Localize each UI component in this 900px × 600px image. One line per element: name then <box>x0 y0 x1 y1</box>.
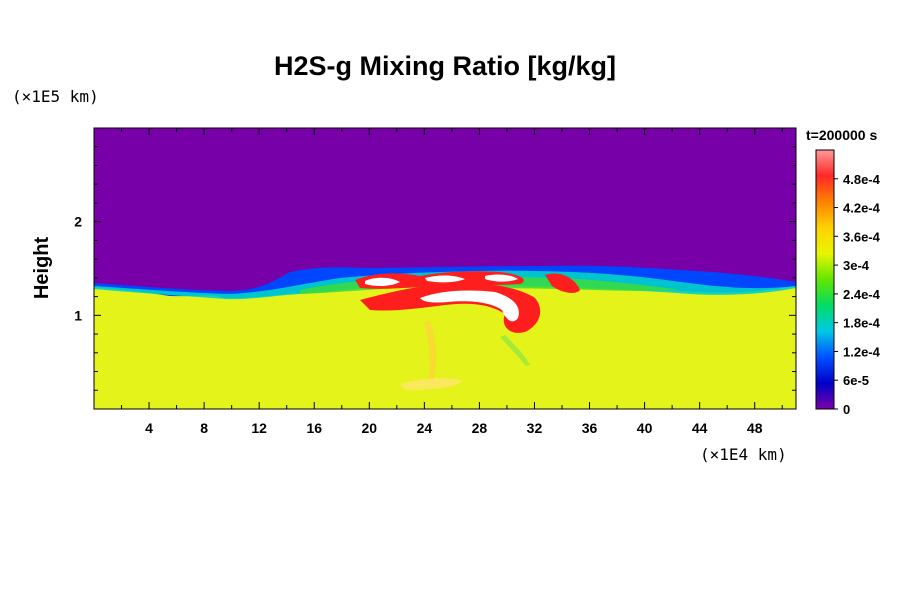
lower-field <box>94 283 796 409</box>
x-axis-unit: (×1E4 km) <box>700 445 787 464</box>
x-tick-label: 8 <box>200 420 208 436</box>
y-ticks: 12 <box>74 146 796 391</box>
y-axis-unit: (×1E5 km) <box>12 87 99 106</box>
colorbar-tick-label: 4.2e-4 <box>843 201 881 216</box>
peak-core-1 <box>420 290 519 322</box>
x-tick-label: 16 <box>306 420 322 436</box>
heatmap-field <box>94 128 796 409</box>
plume-red-right <box>545 273 580 293</box>
colorbar-tick-label: 0 <box>843 402 850 417</box>
colorbar-tick-label: 3e-4 <box>843 258 870 273</box>
peak-core-4 <box>485 274 518 282</box>
x-tick-label: 36 <box>582 420 598 436</box>
peak-core-3 <box>425 275 465 283</box>
chart-title: H2S-g Mixing Ratio [kg/kg] <box>274 51 616 81</box>
plot-frame <box>93 127 797 410</box>
colorbar-tick-label: 6e-5 <box>843 373 869 388</box>
x-tick-label: 44 <box>692 420 708 436</box>
colorbar-tick-label: 3.6e-4 <box>843 229 881 244</box>
peak-core-2 <box>365 277 400 287</box>
time-label: t=200000 s <box>806 127 877 143</box>
streak-2 <box>500 335 530 366</box>
x-tick-label: 12 <box>251 420 267 436</box>
x-ticks: 4 8 12 16 20 24 28 32 36 40 44 48 <box>121 128 783 436</box>
colorbar-tick-label: 1.8e-4 <box>843 316 881 331</box>
x-tick-label: 32 <box>527 420 543 436</box>
colorbar-tick-label: 4.8e-4 <box>843 172 881 187</box>
y-tick-label: 1 <box>74 307 82 323</box>
x-tick-label: 28 <box>472 420 488 436</box>
x-tick-label: 24 <box>417 420 433 436</box>
bottom-patch <box>400 378 462 390</box>
colorbar-tick-label: 2.4e-4 <box>843 287 881 302</box>
x-tick-label: 4 <box>145 420 153 436</box>
streak-1 <box>424 320 437 385</box>
colorbar-gradient <box>815 149 835 410</box>
x-tick-label: 48 <box>747 420 763 436</box>
y-axis-label: Height <box>31 237 53 300</box>
colorbar: 0 6e-5 1.2e-4 1.8e-4 2.4e-4 3e-4 3.6e-4 4.2e-4 4… <box>815 149 881 417</box>
x-tick-label: 40 <box>637 420 653 436</box>
y-tick-label: 2 <box>74 214 82 230</box>
x-tick-label: 20 <box>362 420 378 436</box>
colorbar-tick-label: 1.2e-4 <box>843 344 881 359</box>
colorbar-ticks: 0 6e-5 1.2e-4 1.8e-4 2.4e-4 3e-4 3.6e-4 4.2e-4 4… <box>834 172 881 417</box>
